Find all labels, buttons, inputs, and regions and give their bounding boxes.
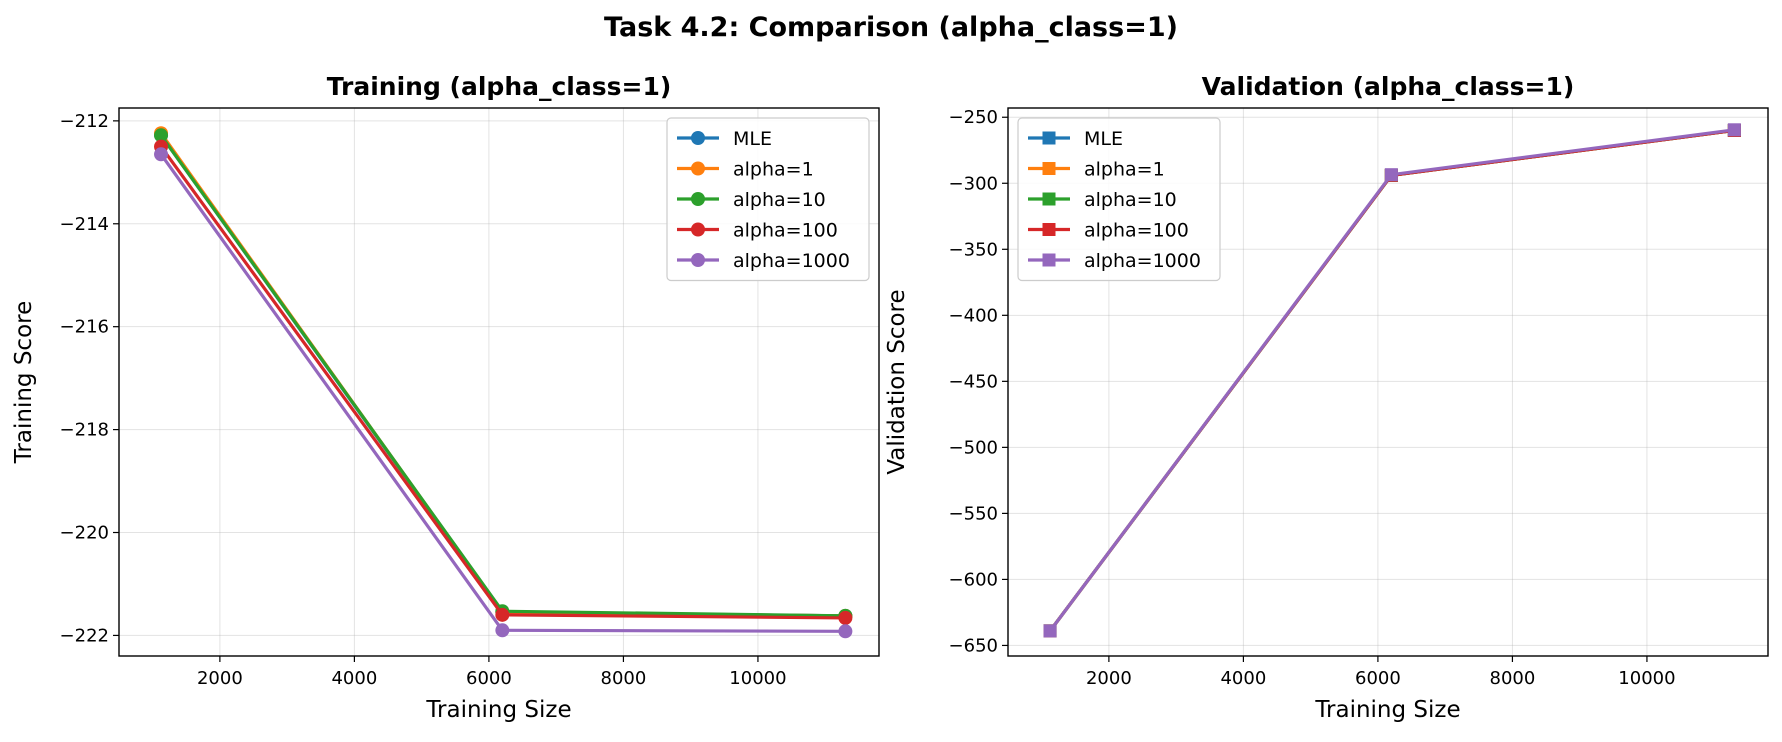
validation-axes-frame xyxy=(1007,107,1769,657)
validation-x-axis-label: Training Size xyxy=(1314,697,1460,723)
training-x-tick-label: 10000 xyxy=(729,668,786,689)
training-y-ticks: −212 −214 −216 −218 −220 −222 xyxy=(60,111,119,646)
validation-legend-label: alpha=10 xyxy=(1084,189,1177,211)
training-legend-marker xyxy=(691,253,705,267)
validation-legend-marker xyxy=(1042,162,1056,175)
training-legend-label: alpha=10 xyxy=(733,189,826,211)
training-point-alpha-1000 xyxy=(495,623,510,638)
training-y-tick-label: −218 xyxy=(60,420,109,441)
validation-x-tick-label: 4000 xyxy=(1220,668,1266,689)
validation-chart: 2000 4000 6000 8000 10000 −250 −300 −350 −400 −4… xyxy=(884,72,1769,723)
training-point-alpha-1000 xyxy=(838,624,853,639)
validation-y-tick-label: −500 xyxy=(949,437,998,458)
validation-y-tick-label: −250 xyxy=(949,107,998,128)
validation-y-tick-label: −600 xyxy=(949,569,998,590)
validation-x-tick-label: 6000 xyxy=(1355,668,1401,689)
validation-x-tick-label: 8000 xyxy=(1490,668,1536,689)
training-point-alpha-1000 xyxy=(154,147,169,162)
validation-x-tick-label: 2000 xyxy=(1086,668,1132,689)
training-point-alpha-10 xyxy=(154,128,169,143)
validation-legend-label: alpha=100 xyxy=(1084,220,1189,242)
training-legend-label: MLE xyxy=(733,128,772,150)
training-x-tick-label: 6000 xyxy=(466,668,512,689)
validation-legend-marker xyxy=(1042,253,1056,267)
validation-y-ticks: −250 −300 −350 −400 −450 −500 −550 −600 −650 xyxy=(949,107,1008,656)
figure-title: Task 4.2: Comparison (alpha_class=1) xyxy=(604,12,1178,43)
training-legend-marker xyxy=(691,131,705,145)
validation-y-tick-label: −400 xyxy=(949,305,998,326)
training-x-tick-label: 8000 xyxy=(601,668,647,689)
validation-legend-box xyxy=(1017,117,1221,282)
training-x-tick-label: 2000 xyxy=(197,668,243,689)
validation-legend-label: alpha=1 xyxy=(1084,159,1165,181)
training-point-alpha-100 xyxy=(838,610,853,625)
validation-legend-marker xyxy=(1042,223,1056,236)
validation-y-tick-label: −300 xyxy=(949,173,998,194)
validation-y-tick-label: −550 xyxy=(949,503,998,524)
validation-point-alpha-1000 xyxy=(1384,168,1398,182)
training-y-axis-label: Training Score xyxy=(11,301,37,464)
validation-legend-marker xyxy=(1042,131,1056,145)
validation-legend-label: MLE xyxy=(1084,128,1123,150)
training-x-ticks: 2000 4000 6000 8000 10000 xyxy=(197,656,787,689)
validation-grid xyxy=(1008,108,1768,656)
validation-legend-marker xyxy=(1042,192,1056,206)
training-legend-box xyxy=(666,117,870,282)
validation-x-ticks: 2000 4000 6000 8000 10000 xyxy=(1086,656,1676,689)
training-y-tick-label: −216 xyxy=(60,317,109,338)
training-legend-label: alpha=1000 xyxy=(733,250,850,272)
validation-y-tick-label: −350 xyxy=(949,239,998,260)
training-y-tick-label: −222 xyxy=(60,625,109,646)
validation-point-alpha-1000 xyxy=(1727,123,1741,137)
training-legend-marker xyxy=(691,222,705,237)
training-chart-title: Training (alpha_class=1) xyxy=(327,72,672,101)
training-grid xyxy=(119,108,879,656)
training-axes-frame xyxy=(118,107,880,657)
validation-series xyxy=(1043,123,1741,638)
training-point-alpha-100 xyxy=(495,607,510,622)
training-y-tick-label: −212 xyxy=(60,111,109,132)
validation-legend: MLE alpha=1 alpha=10 alpha=100 alpha=1000 xyxy=(1017,117,1221,282)
training-series xyxy=(154,126,853,639)
training-y-tick-label: −220 xyxy=(60,523,109,544)
training-legend-label: alpha=100 xyxy=(733,220,838,242)
validation-y-axis-label: Validation Score xyxy=(884,289,910,474)
validation-chart-title: Validation (alpha_class=1) xyxy=(1202,72,1575,101)
validation-legend-label: alpha=1000 xyxy=(1084,250,1201,272)
training-chart: 2000 4000 6000 8000 10000 −212−214−216−218−2… xyxy=(11,72,880,723)
training-legend-label: alpha=1 xyxy=(733,159,814,181)
training-x-tick-label: 4000 xyxy=(331,668,377,689)
validation-y-tick-label: −450 xyxy=(949,371,998,392)
training-x-axis-label: Training Size xyxy=(425,697,571,723)
validation-y-tick-label: −650 xyxy=(949,635,998,656)
training-legend: MLE alpha=1 alpha=10 alpha=100 alpha=1000 xyxy=(666,117,870,282)
validation-point-alpha-1000 xyxy=(1043,624,1057,638)
training-legend-marker xyxy=(691,161,705,176)
training-y-tick-label: −214 xyxy=(60,214,109,235)
validation-x-tick-label: 10000 xyxy=(1618,668,1675,689)
training-legend-marker xyxy=(691,192,705,206)
